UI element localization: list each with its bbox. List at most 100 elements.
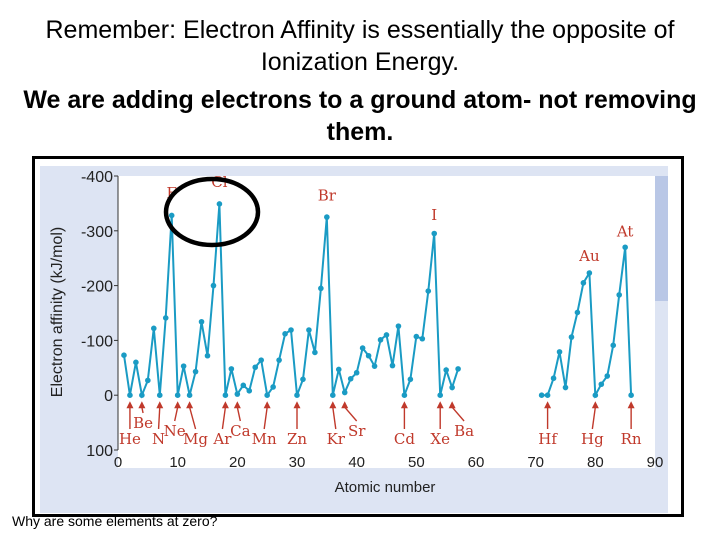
data-point [318, 285, 324, 292]
x-tick-label: 60 [468, 454, 485, 471]
data-point [443, 367, 449, 373]
data-point [586, 270, 593, 276]
zero-arrowhead [591, 401, 599, 409]
zero-element-label: Hg [581, 430, 604, 448]
data-point [192, 368, 199, 375]
data-point [288, 327, 294, 333]
data-point [151, 325, 157, 332]
data-point [383, 332, 390, 338]
data-point [121, 352, 127, 358]
data-point [330, 392, 336, 399]
zero-arrowhead [138, 401, 146, 409]
zero-arrow [263, 407, 268, 430]
element-label: At [616, 222, 634, 240]
y-tick-label: -200 [81, 279, 113, 296]
zero-element-label: Mg [183, 430, 208, 448]
data-point [294, 392, 300, 399]
data-point [210, 282, 217, 289]
data-point [216, 201, 223, 207]
data-point [300, 376, 306, 383]
data-point [180, 363, 187, 369]
footnote-question: Why are some elements at zero? [12, 513, 218, 529]
zero-arrow [221, 407, 227, 430]
x-tick-label: 10 [169, 454, 186, 471]
zero-element-label: Rn [621, 430, 642, 448]
data-point [610, 342, 617, 349]
zero-element-label: Hf [538, 430, 558, 448]
series-line [541, 247, 633, 399]
data-point [371, 363, 378, 369]
data-point [455, 366, 461, 372]
data-point [592, 392, 599, 399]
data-point [204, 352, 211, 359]
y-axis-label: Electron affinity (kJ/mol) [49, 227, 66, 397]
data-point [222, 392, 229, 399]
data-point [306, 327, 312, 333]
data-point [258, 357, 265, 363]
data-point [240, 382, 247, 389]
zero-arrowhead [436, 401, 444, 409]
zero-arrowhead [174, 401, 182, 409]
data-point [598, 381, 605, 388]
data-point [419, 335, 426, 342]
data-point [127, 392, 133, 399]
zero-element-label: Cd [394, 430, 415, 448]
zero-arrowhead [448, 401, 456, 409]
data-point [341, 389, 348, 396]
data-point [413, 333, 420, 340]
highlight-ellipse [163, 176, 261, 248]
data-point [395, 323, 402, 329]
data-point [228, 366, 235, 372]
zero-arrow [591, 407, 597, 430]
data-point [604, 373, 611, 379]
zero-arrowhead [156, 401, 164, 409]
data-point [449, 384, 455, 391]
data-point [616, 292, 622, 298]
zero-element-label: Xe [430, 430, 450, 448]
zero-element-label: Kr [327, 430, 346, 448]
zero-arrowhead [233, 401, 241, 409]
zero-element-label: Ba [454, 422, 474, 440]
zero-element-label: N [152, 430, 165, 448]
zero-arrowhead [341, 401, 349, 409]
data-point [312, 349, 318, 356]
zero-arrowhead [329, 401, 337, 409]
x-tick-label: 30 [289, 454, 306, 471]
slide-title: Remember: Electron Affinity is essential… [45, 16, 675, 76]
data-point [538, 392, 545, 399]
data-point [139, 392, 145, 399]
x-tick-label: 90 [647, 454, 664, 471]
data-point [544, 392, 551, 399]
zero-element-label: Sr [348, 422, 366, 440]
data-point [335, 366, 342, 373]
data-point [353, 369, 360, 376]
zero-arrowhead [126, 401, 134, 409]
zero-element-label: He [119, 430, 141, 448]
data-point [574, 309, 581, 316]
data-point [174, 392, 181, 399]
zero-arrowhead [400, 401, 408, 409]
data-point [264, 392, 270, 399]
zero-arrowhead [544, 401, 552, 409]
data-point [234, 391, 241, 397]
x-tick-label: 70 [527, 454, 544, 471]
element-label: I [431, 206, 437, 224]
zero-element-label: Ne [164, 422, 186, 440]
element-label: Br [318, 187, 337, 205]
zero-arrowhead [293, 401, 301, 409]
zero-element-label: Be [133, 414, 153, 432]
data-point [550, 375, 557, 382]
data-point [401, 392, 408, 399]
data-point [156, 392, 163, 399]
data-point [431, 230, 438, 237]
element-label: Au [578, 247, 600, 265]
zero-arrow [332, 407, 337, 430]
data-point [377, 337, 384, 343]
y-tick-label: -100 [81, 333, 113, 350]
data-point [133, 359, 139, 366]
data-point [276, 357, 282, 363]
data-point [622, 244, 628, 251]
zero-arrow [188, 407, 197, 430]
data-point [162, 315, 169, 321]
